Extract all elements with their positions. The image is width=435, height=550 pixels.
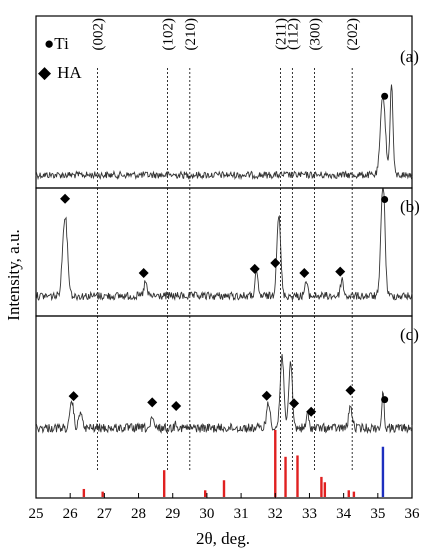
- x-tick-label: 35: [370, 506, 385, 522]
- ha-peak-marker: [335, 266, 346, 277]
- legend-ti-text: Ti: [54, 34, 69, 53]
- plane-label: (211): [273, 18, 289, 50]
- x-axis: 25 26 27 28 29 30 31 32 33 34 35 36: [29, 493, 421, 522]
- panel-label: (b): [400, 197, 420, 216]
- x-tick-label: 29: [165, 506, 180, 522]
- reference-bar: [101, 491, 104, 497]
- ha-peak-marker: [138, 268, 149, 279]
- ha-peak-marker: [345, 385, 356, 396]
- reference-bar: [284, 456, 287, 497]
- x-tick-label: 33: [302, 506, 317, 522]
- ha-peak-marker: [60, 193, 71, 204]
- reference-bar: [274, 430, 277, 497]
- trace-line: [35, 84, 413, 181]
- legend: ●Ti ◆ HA: [38, 34, 82, 82]
- ti-peak-marker: [381, 195, 389, 203]
- reference-bar: [381, 446, 385, 497]
- plane-label: (002): [91, 18, 107, 51]
- ha-peak-marker: [249, 263, 260, 274]
- x-tick-label: 36: [405, 506, 421, 522]
- reference-bar: [320, 476, 323, 497]
- plane-guides: (002) (102) (210) (211)(112) (300) (202): [91, 18, 361, 470]
- legend-ha-symbol: ◆: [38, 63, 52, 82]
- ha-peak-marker: [299, 268, 310, 279]
- plane-label: (202): [345, 18, 361, 51]
- x-tick-label: 28: [131, 506, 146, 522]
- plane-label: (210): [183, 18, 199, 51]
- reference-bar: [347, 490, 350, 497]
- x-tick-label: 34: [336, 506, 352, 522]
- legend-ha-text: HA: [57, 63, 82, 82]
- x-tick-label: 25: [29, 506, 44, 522]
- panel-label: (a): [400, 47, 419, 66]
- reference-bar: [222, 480, 226, 497]
- x-tick-label: 31: [234, 506, 249, 522]
- panel-frame: [35, 315, 413, 499]
- legend-ha-label: ◆ HA: [38, 63, 82, 82]
- y-axis-label: Intensity, a.u.: [4, 229, 23, 320]
- peak-markers: [60, 92, 389, 417]
- ha-peak-marker: [306, 406, 317, 417]
- ti-peak-marker: [381, 396, 389, 404]
- ha-peak-marker: [289, 398, 300, 409]
- reference-bar: [296, 455, 299, 497]
- x-tick-label: 30: [199, 506, 214, 522]
- x-axis-label: 2θ, deg.: [196, 529, 250, 548]
- reference-bar: [162, 470, 166, 497]
- x-tick-label: 26: [63, 506, 79, 522]
- reference-bars: [82, 430, 385, 497]
- x-tick-label: 27: [97, 506, 113, 522]
- reference-bar: [352, 491, 356, 497]
- ti-peak-marker: [381, 92, 389, 100]
- ha-peak-marker: [261, 390, 272, 401]
- ha-peak-marker: [270, 257, 281, 268]
- plane-label: (102): [161, 18, 177, 51]
- trace-line: [35, 354, 413, 435]
- ha-peak-marker: [147, 397, 158, 408]
- traces: (a) (b) (c): [35, 47, 420, 435]
- panel-label: (c): [400, 325, 419, 344]
- legend-ti-symbol: ●: [44, 34, 54, 53]
- trace-line: [35, 188, 413, 302]
- panels: [35, 15, 413, 499]
- plane-label: (112): [285, 18, 301, 50]
- ha-peak-marker: [68, 391, 79, 402]
- reference-bar: [323, 482, 327, 497]
- legend-ti-label: ●Ti: [44, 34, 69, 53]
- x-tick-label: 32: [268, 506, 283, 522]
- ha-peak-marker: [171, 401, 182, 411]
- plane-label: (300): [308, 18, 324, 51]
- reference-bar: [82, 488, 86, 497]
- reference-bar: [204, 490, 207, 497]
